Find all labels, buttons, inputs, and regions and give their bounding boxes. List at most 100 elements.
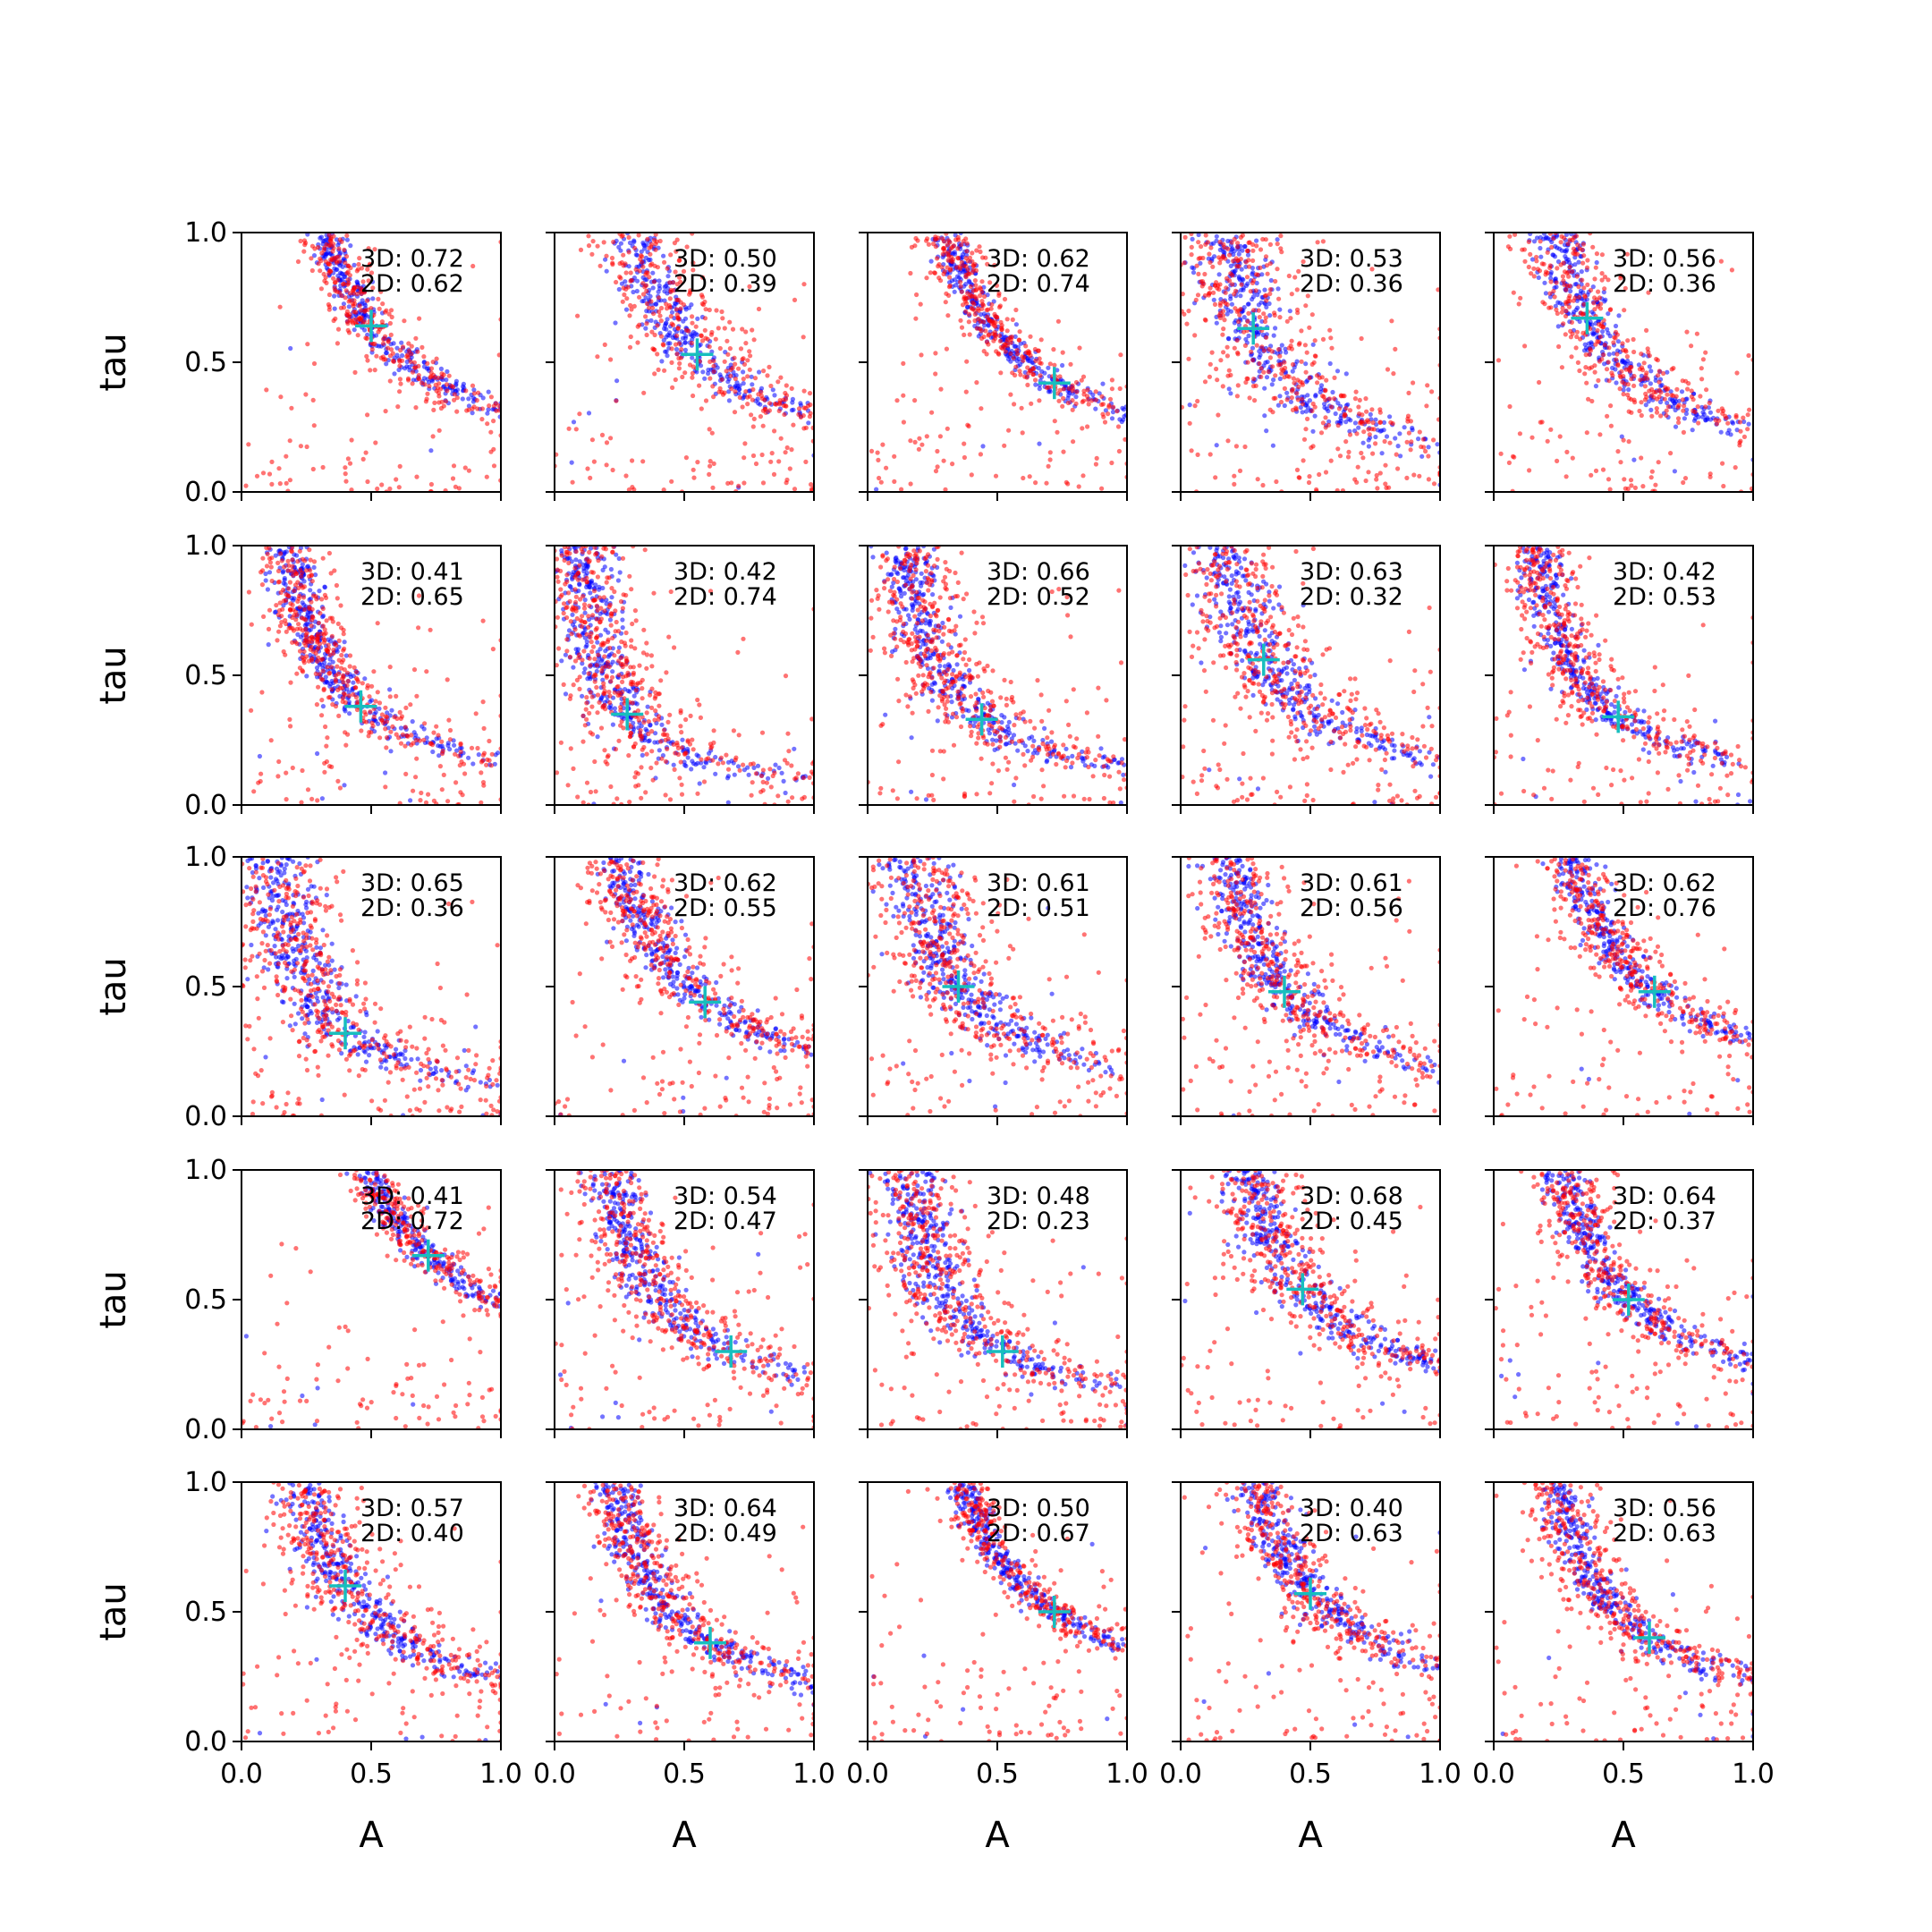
point-3d — [695, 316, 700, 321]
point-2d — [778, 436, 784, 441]
point-2d — [988, 306, 994, 311]
point-2d — [457, 763, 462, 768]
point-2d — [434, 356, 439, 361]
point-2d — [430, 434, 436, 439]
point-2d — [1606, 345, 1612, 351]
point-2d — [1253, 288, 1258, 293]
point-2d — [1006, 428, 1012, 433]
point-3d — [1728, 432, 1733, 437]
point-2d — [996, 304, 1003, 310]
point-2d — [441, 772, 446, 778]
point-2d — [305, 787, 311, 792]
point-2d — [346, 299, 352, 304]
point-2d — [1680, 397, 1685, 402]
point-2d — [749, 412, 754, 418]
point-2d — [1262, 318, 1268, 325]
point-2d — [776, 408, 782, 413]
point-3d — [661, 253, 666, 258]
point-2d — [310, 648, 316, 654]
point-2d — [275, 774, 281, 779]
point-3d — [605, 611, 610, 617]
point-2d — [729, 480, 734, 486]
point-3d — [634, 278, 640, 284]
point-2d — [1518, 295, 1523, 301]
point-2d — [1582, 294, 1588, 300]
points-group — [869, 233, 1127, 492]
point-2d — [1639, 412, 1644, 419]
point-2d — [369, 270, 375, 275]
point-2d — [249, 622, 254, 627]
point-2d — [320, 464, 326, 470]
point-3d — [1270, 443, 1275, 448]
point-3d — [566, 628, 572, 633]
point-2d — [1002, 296, 1008, 302]
point-2d — [377, 700, 383, 706]
point-2d — [1595, 327, 1600, 334]
point-2d — [309, 656, 315, 661]
point-2d — [682, 370, 688, 376]
point-2d — [313, 671, 318, 677]
point-2d — [711, 363, 716, 369]
point-2d — [1301, 458, 1306, 463]
point-2d — [635, 340, 640, 345]
point-2d — [1703, 350, 1708, 355]
point-2d — [1307, 474, 1312, 479]
point-2d — [1242, 444, 1248, 450]
point-2d — [1202, 292, 1208, 298]
point-2d — [1564, 449, 1570, 454]
point-2d — [1249, 349, 1254, 354]
point-2d — [1517, 431, 1522, 436]
point-2d — [404, 353, 410, 360]
point-3d — [1214, 233, 1219, 239]
point-2d — [741, 356, 746, 361]
point-2d — [1109, 386, 1114, 392]
point-2d — [935, 448, 940, 454]
point-2d — [945, 265, 950, 270]
point-2d — [1590, 244, 1596, 250]
point-3d — [352, 262, 357, 267]
point-2d — [963, 309, 969, 314]
point-3d — [476, 752, 481, 758]
point-2d — [1010, 317, 1015, 322]
point-2d — [319, 698, 325, 703]
point-3d — [460, 396, 465, 402]
point-2d — [1038, 360, 1044, 366]
point-2d — [768, 383, 774, 389]
point-2d — [479, 800, 484, 805]
point-2d — [400, 344, 406, 350]
point-3d — [308, 627, 313, 632]
point-2d — [1597, 359, 1602, 364]
point-3d — [1322, 405, 1327, 411]
point-2d — [644, 301, 650, 307]
point-2d — [955, 246, 961, 251]
point-2d — [340, 685, 345, 691]
point-2d — [1200, 255, 1206, 261]
point-3d — [429, 378, 435, 384]
point-2d — [428, 741, 434, 746]
point-2d — [408, 359, 413, 364]
point-2d — [352, 309, 357, 315]
point-2d — [336, 246, 342, 251]
point-3d — [1256, 302, 1261, 308]
point-2d — [1203, 233, 1208, 238]
point-2d — [604, 440, 610, 445]
point-2d — [555, 452, 559, 457]
point-2d — [1610, 373, 1615, 378]
point-2d — [359, 308, 364, 313]
point-2d — [1195, 398, 1200, 404]
point-3d — [304, 564, 310, 570]
point-2d — [480, 699, 486, 705]
point-2d — [325, 648, 330, 655]
point-2d — [284, 453, 289, 459]
point-2d — [484, 474, 489, 479]
point-3d — [1397, 431, 1402, 436]
point-3d — [1419, 453, 1425, 459]
point-2d — [628, 334, 633, 340]
point-2d — [761, 369, 767, 374]
point-2d — [792, 297, 798, 302]
point-2d — [316, 645, 321, 650]
point-2d — [488, 763, 495, 768]
point-2d — [643, 283, 649, 288]
point-2d — [428, 374, 434, 379]
point-2d — [443, 399, 449, 404]
